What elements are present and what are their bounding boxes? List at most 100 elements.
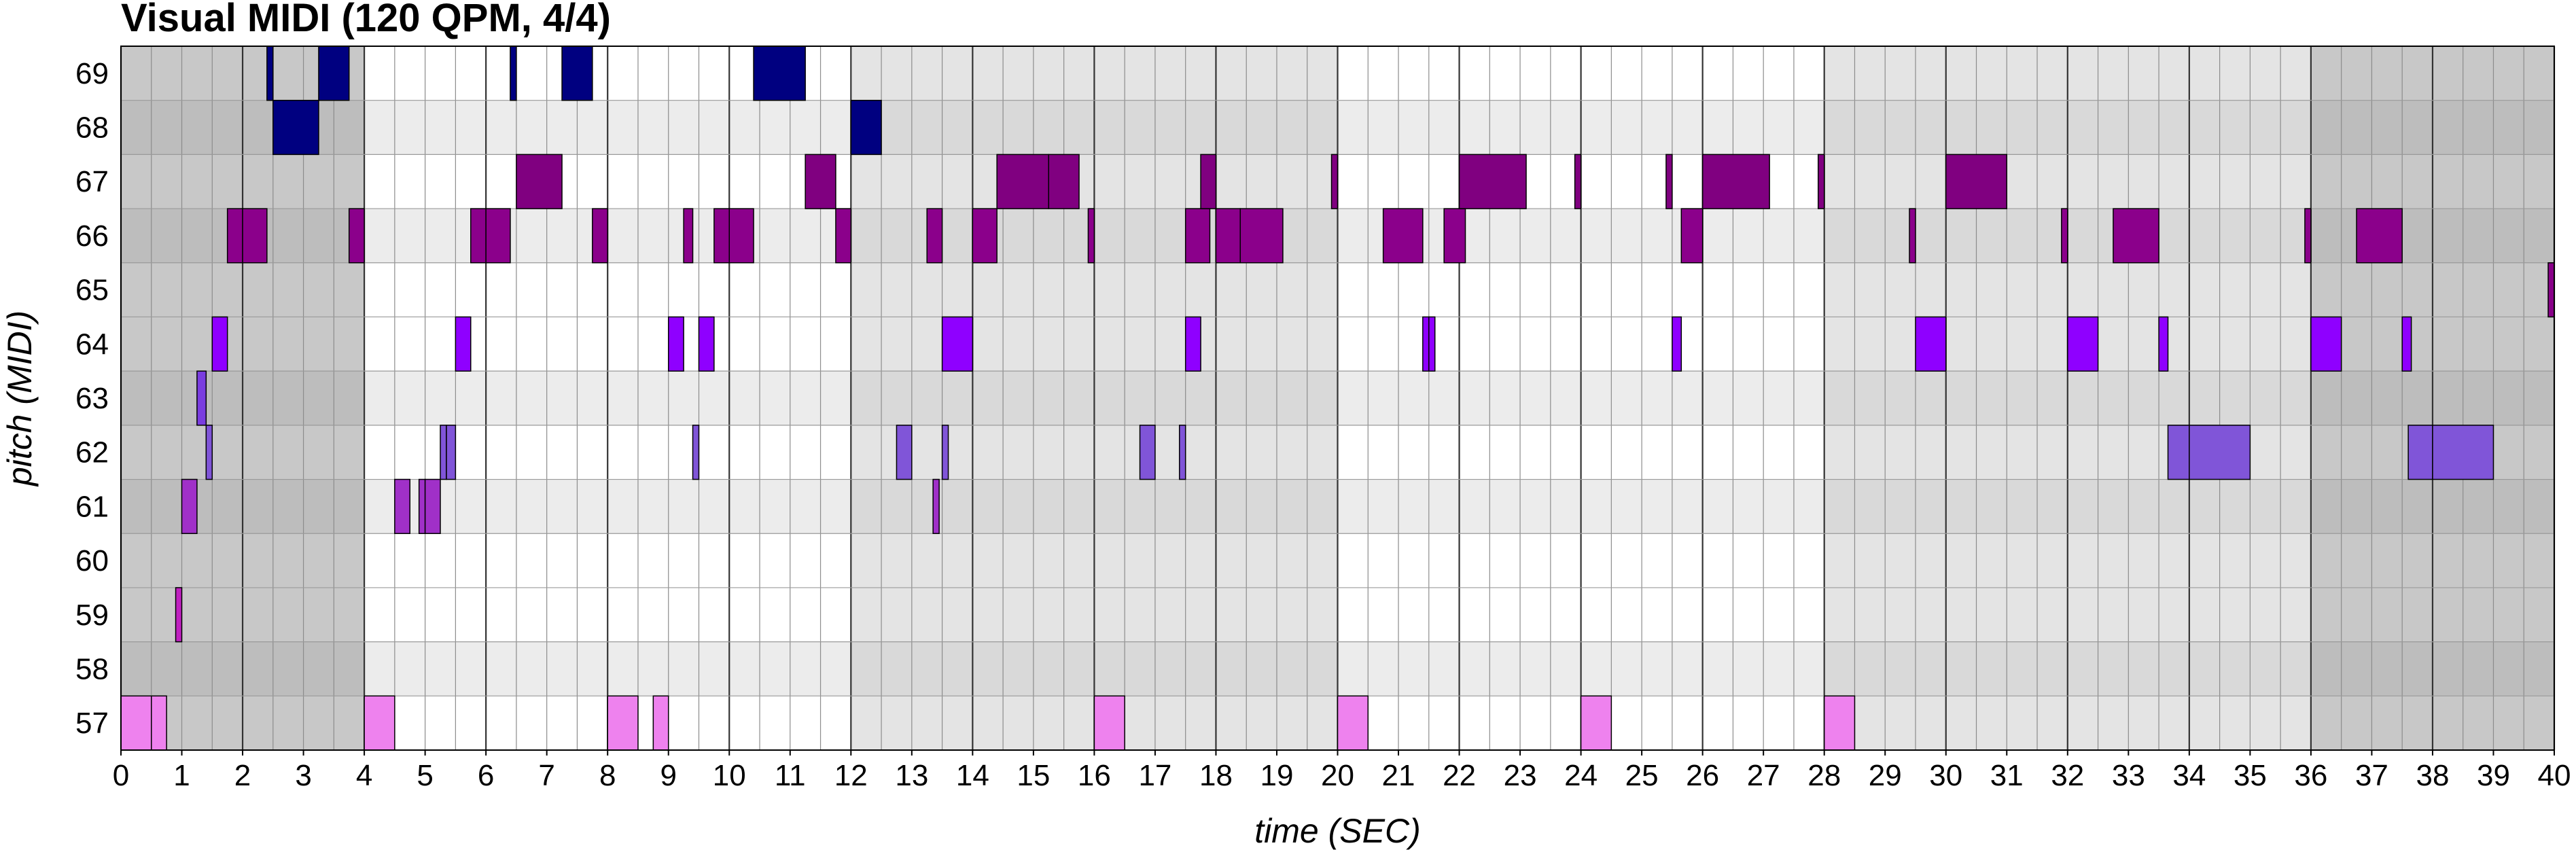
note-57 <box>364 695 395 751</box>
y-tick-label: 66 <box>75 219 109 253</box>
x-tick-label: 39 <box>2477 759 2510 792</box>
x-tick-label: 11 <box>775 759 806 792</box>
x-tick-label: 31 <box>1990 759 2024 792</box>
x-tick-label: 1 <box>173 759 190 792</box>
x-tick-label: 29 <box>1869 759 1902 792</box>
x-tick-label: 24 <box>1564 759 1598 792</box>
note-64 <box>667 316 684 372</box>
note-66 <box>1239 208 1284 264</box>
note-64 <box>2067 316 2099 372</box>
note-62 <box>205 425 213 480</box>
x-tick-label: 18 <box>1199 759 1233 792</box>
note-64 <box>941 316 974 372</box>
x-tick-label: 7 <box>538 759 554 792</box>
note-66 <box>2356 208 2403 264</box>
note-62 <box>2167 425 2190 480</box>
x-tick-label: 13 <box>895 759 928 792</box>
x-tick-label: 6 <box>478 759 494 792</box>
x-tick-label: 36 <box>2294 759 2327 792</box>
y-tick-label: 60 <box>75 544 109 578</box>
note-61 <box>418 478 426 534</box>
note-66 <box>348 208 365 264</box>
note-62 <box>2432 425 2494 480</box>
note-66 <box>592 208 608 264</box>
x-tick-label: 27 <box>1747 759 1780 792</box>
note-57 <box>652 695 669 751</box>
note-64 <box>2158 316 2169 372</box>
x-tick-label: 8 <box>599 759 616 792</box>
x-tick-label: 38 <box>2416 759 2449 792</box>
note-65 <box>2547 262 2555 318</box>
note-62 <box>941 425 949 480</box>
note-64 <box>455 316 472 372</box>
note-64 <box>698 316 715 372</box>
note-57 <box>120 695 152 751</box>
note-67 <box>1701 154 1770 209</box>
x-tick-label: 4 <box>356 759 372 792</box>
note-67 <box>805 154 836 209</box>
note-57 <box>151 695 167 751</box>
note-67 <box>1574 154 1582 209</box>
note-66 <box>972 208 998 264</box>
x-tick-label: 17 <box>1138 759 1171 792</box>
note-67 <box>1665 154 1673 209</box>
note-64 <box>211 316 228 372</box>
note-66 <box>1443 208 1466 264</box>
x-tick-label: 10 <box>713 759 746 792</box>
note-68 <box>850 99 882 156</box>
note-62 <box>1139 425 1156 480</box>
note-67 <box>516 154 563 209</box>
note-57 <box>1337 695 1369 751</box>
note-66 <box>1087 208 1095 264</box>
note-67 <box>1048 154 1080 209</box>
y-tick-label: 69 <box>75 57 109 90</box>
note-67 <box>1817 154 1825 209</box>
note-69 <box>753 46 806 101</box>
x-tick-label: 21 <box>1382 759 1415 792</box>
x-tick-label: 3 <box>295 759 311 792</box>
note-64 <box>1428 316 1436 372</box>
x-tick-label: 26 <box>1686 759 1719 792</box>
note-62 <box>446 425 457 480</box>
note-61 <box>424 478 441 534</box>
y-tick-label: 64 <box>75 327 109 361</box>
y-tick-label: 63 <box>75 382 109 415</box>
note-64 <box>2401 316 2412 372</box>
y-tick-label: 58 <box>75 652 109 686</box>
y-axis-label: pitch (MIDI) <box>1 310 39 487</box>
note-57 <box>607 695 639 751</box>
x-tick-label: 12 <box>834 759 868 792</box>
note-62 <box>896 425 913 480</box>
y-tick-label: 59 <box>75 599 109 632</box>
y-tick-label: 62 <box>75 436 109 469</box>
x-tick-label: 20 <box>1321 759 1354 792</box>
x-tick-label: 2 <box>234 759 251 792</box>
note-66 <box>2061 208 2068 264</box>
note-66 <box>485 208 511 264</box>
y-tick-labels: 57 58 59 60 61 62 63 64 65 66 67 68 69 <box>75 57 109 740</box>
note-66 <box>2113 208 2159 264</box>
note-64 <box>1184 316 1201 372</box>
x-tick-label: 37 <box>2355 759 2388 792</box>
note-66 <box>2304 208 2312 264</box>
x-tick-labels: 0 1 2 3 4 5 6 7 8 9 10 11 12 13 14 15 16 17 18 19 20 21 22 23 24… <box>113 750 2571 792</box>
note-62 <box>2189 425 2251 480</box>
x-tick-label: 35 <box>2234 759 2267 792</box>
note-66 <box>1909 208 1916 264</box>
note-64 <box>2310 316 2342 372</box>
note-61 <box>181 478 198 534</box>
note-66 <box>728 208 754 264</box>
y-tick-label: 67 <box>75 165 109 198</box>
x-tick-label: 22 <box>1443 759 1476 792</box>
note-66 <box>683 208 694 264</box>
x-tick-label: 23 <box>1504 759 1537 792</box>
note-66 <box>926 208 943 264</box>
note-69 <box>266 46 274 101</box>
y-tick-label: 57 <box>75 707 109 740</box>
note-63 <box>196 370 207 426</box>
note-62 <box>1178 425 1186 480</box>
grid-lines <box>120 46 2556 751</box>
note-66 <box>226 208 243 264</box>
x-tick-label: 28 <box>1807 759 1841 792</box>
x-tick-label: 33 <box>2112 759 2145 792</box>
